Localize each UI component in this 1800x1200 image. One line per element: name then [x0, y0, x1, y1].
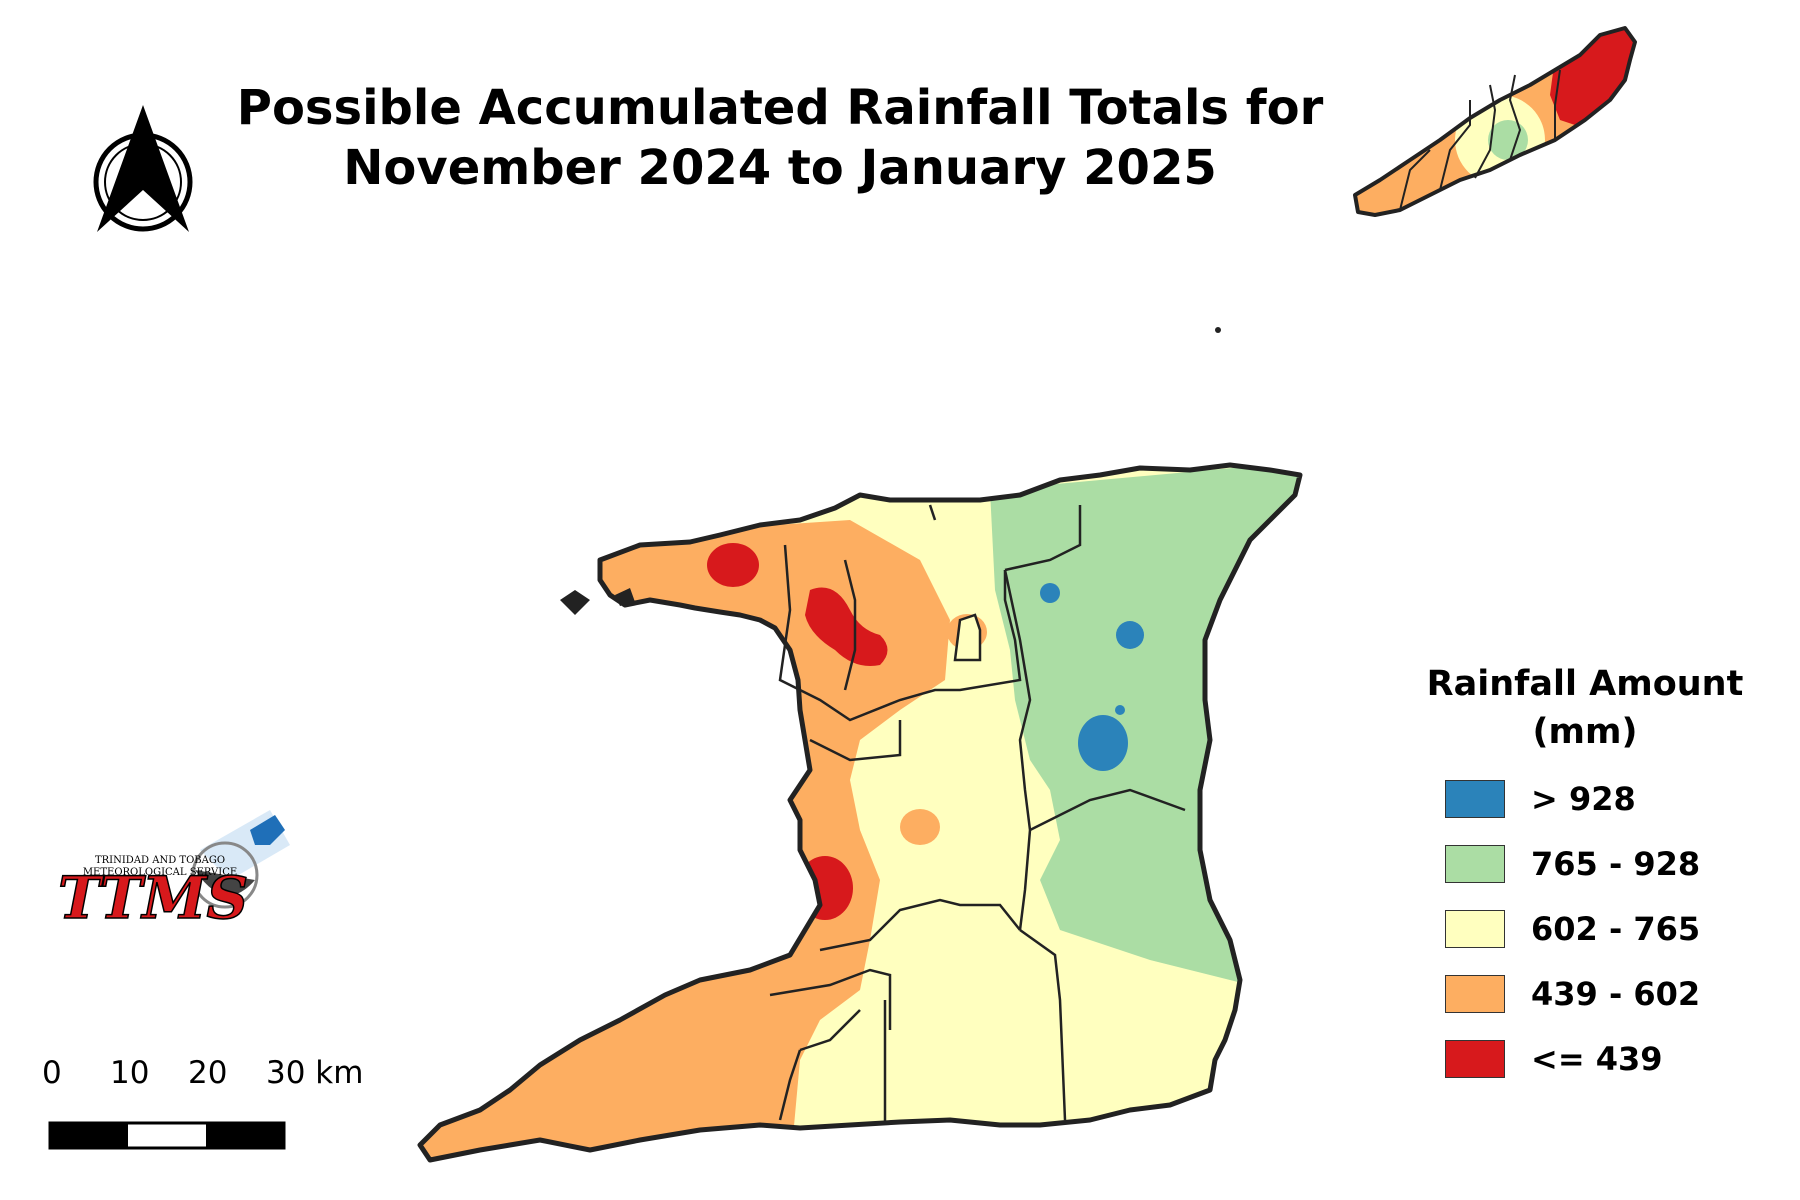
- legend-label: 439 - 602: [1531, 975, 1701, 1013]
- legend-label: 602 - 765: [1531, 910, 1701, 948]
- ttms-logo-caption: TRINIDAD AND TOBAGO METEOROLOGICAL SERVI…: [55, 855, 265, 879]
- legend-item: 765 - 928: [1445, 845, 1765, 885]
- legend-title-line-1: Rainfall Amount: [1426, 664, 1744, 704]
- legend-item: 602 - 765: [1445, 910, 1765, 950]
- legend-label: > 928: [1531, 780, 1636, 818]
- tobago-map: [1353, 26, 1637, 217]
- legend-label: <= 439: [1531, 1040, 1663, 1078]
- scale-tick-label: 10: [110, 1055, 150, 1091]
- islet: [560, 590, 590, 615]
- north-arrow-icon: [93, 105, 193, 232]
- zone-le-439: [707, 543, 759, 587]
- zone-gt-928: [1040, 583, 1060, 603]
- legend-item: <= 439: [1445, 1040, 1765, 1080]
- map-title: Possible Accumulated Rainfall Totals for…: [230, 78, 1330, 198]
- ttms-logo-text: TTMS: [58, 864, 248, 932]
- scale-bar: [48, 1121, 286, 1150]
- scale-tick-label: 0: [42, 1055, 62, 1091]
- scale-tick-label: 20: [188, 1055, 228, 1091]
- legend-item: > 928: [1445, 780, 1765, 820]
- trinidad-coastline: [417, 462, 1303, 1163]
- title-line-1: Possible Accumulated Rainfall Totals for: [236, 80, 1324, 136]
- legend-swatch: [1445, 975, 1505, 1013]
- title-line-2: November 2024 to January 2025: [343, 140, 1217, 196]
- zone-gt-928: [1116, 621, 1144, 649]
- tobago-coastline: [1353, 26, 1637, 217]
- legend-label: 765 - 928: [1531, 845, 1701, 883]
- legend-swatch: [1445, 845, 1505, 883]
- zone-le-439: [805, 587, 888, 666]
- islet: [1215, 327, 1221, 333]
- zone-gt-928: [1115, 705, 1125, 715]
- legend-swatch: [1445, 1040, 1505, 1078]
- legend-swatch: [1445, 780, 1505, 818]
- region-boundaries: [769, 504, 1186, 1125]
- zone-439-602-spot: [900, 809, 940, 845]
- tobago-boundaries: [1399, 69, 1561, 211]
- legend-title: Rainfall Amount (mm): [1410, 660, 1760, 756]
- legend-swatch: [1445, 910, 1505, 948]
- zone-gt-928: [1078, 715, 1128, 771]
- scale-tick-label: 30 km: [266, 1055, 364, 1091]
- tobago-zone-765-928: [1488, 120, 1528, 160]
- islet: [615, 588, 635, 606]
- legend-item: 439 - 602: [1445, 975, 1765, 1015]
- logo-line-2: METEOROLOGICAL SERVICE: [82, 867, 238, 878]
- logo-line-1: TRINIDAD AND TOBAGO: [94, 855, 226, 866]
- ttms-logo: TTMS: [57, 810, 290, 933]
- legend-title-line-2: (mm): [1532, 712, 1638, 752]
- trinidad-map: [417, 327, 1303, 1163]
